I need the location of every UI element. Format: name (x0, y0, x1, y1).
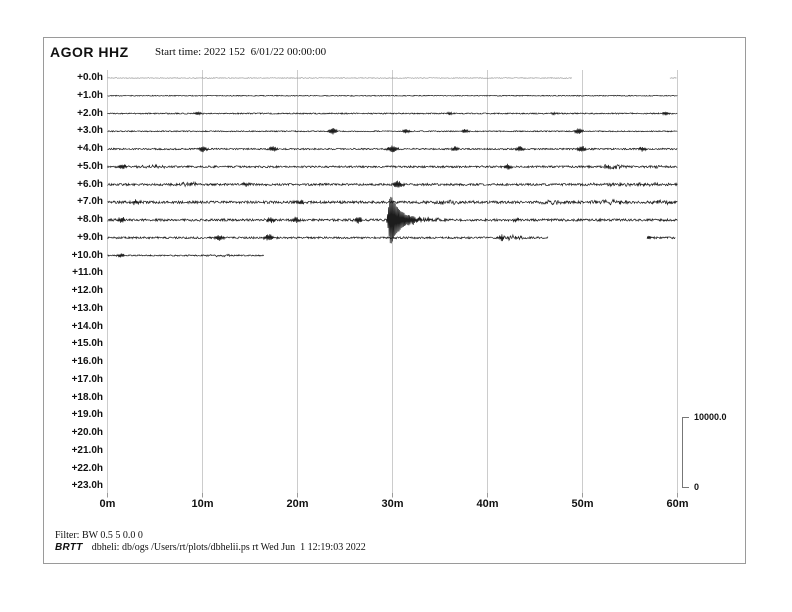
trace-row-8 (107, 196, 678, 244)
hour-label: +2.0h (77, 107, 103, 119)
x-tick-label: 10m (191, 498, 214, 510)
hour-label: +7.0h (77, 196, 103, 208)
hour-label: +21.0h (71, 444, 103, 456)
hour-label: +12.0h (71, 285, 103, 296)
plot-frame (43, 37, 746, 564)
station-title: AGOR HHZ (50, 44, 129, 60)
scale-min-label: 0 (694, 482, 700, 492)
hour-label: +10.0h (71, 249, 103, 261)
hour-label: +16.0h (71, 356, 103, 367)
trace-row-2 (107, 111, 678, 116)
seismic-traces (107, 77, 678, 258)
x-tick-label: 60m (666, 498, 689, 510)
hour-label: +19.0h (71, 409, 103, 421)
hour-label: +1.0h (77, 89, 103, 101)
scale-max-label: 10000.0 (694, 412, 727, 422)
hour-label: +8.0h (77, 214, 103, 225)
x-tick-label: 0m (99, 498, 116, 510)
hour-label: +20.0h (71, 427, 103, 438)
trace-row-6 (107, 180, 678, 188)
hour-label: +3.0h (77, 125, 103, 137)
footer-info-text: dbheli: db/ogs /Users/rt/plots/dbhelii.p… (91, 542, 366, 553)
hour-label: +17.0h (71, 373, 103, 385)
trace-row-9 (107, 233, 676, 242)
hour-label: +13.0h (71, 302, 103, 314)
hour-label: +0.0h (77, 72, 103, 83)
filter-info: Filter: BW 0.5 5 0.0 0 (55, 530, 143, 541)
x-tick-label: 40m (476, 498, 499, 510)
hour-label: +4.0h (77, 143, 103, 154)
hour-label: +5.0h (77, 160, 103, 172)
x-tick-label: 20m (286, 498, 309, 510)
hour-label: +11.0h (72, 267, 103, 279)
amplitude-scale-bracket (682, 417, 689, 488)
trace-row-10 (107, 253, 264, 258)
start-time-label: Start time: 2022 152 6/01/22 00:00:00 (155, 46, 327, 58)
hour-label: +23.0h (71, 480, 103, 492)
trace-row-3 (107, 128, 678, 135)
brtt-logo: BRTT (55, 542, 83, 553)
x-tick-label: 50m (571, 498, 594, 510)
hour-label: +15.0h (71, 338, 103, 350)
hour-label: +22.0h (71, 462, 103, 474)
trace-row-4 (107, 145, 678, 153)
trace-row-7 (107, 198, 678, 206)
hour-label: +9.0h (77, 231, 103, 243)
hour-label: +14.0h (71, 320, 103, 332)
x-tick-label: 30m (381, 498, 404, 510)
trace-row-0 (107, 77, 677, 79)
gridlines (107, 70, 678, 498)
generation-info: BRTT dbheli: db/ogs /Users/rt/plots/dbhel… (55, 542, 366, 553)
trace-row-5 (107, 163, 678, 170)
hour-label: +18.0h (71, 391, 103, 403)
hour-label: +6.0h (77, 178, 103, 190)
trace-row-1 (107, 94, 678, 97)
